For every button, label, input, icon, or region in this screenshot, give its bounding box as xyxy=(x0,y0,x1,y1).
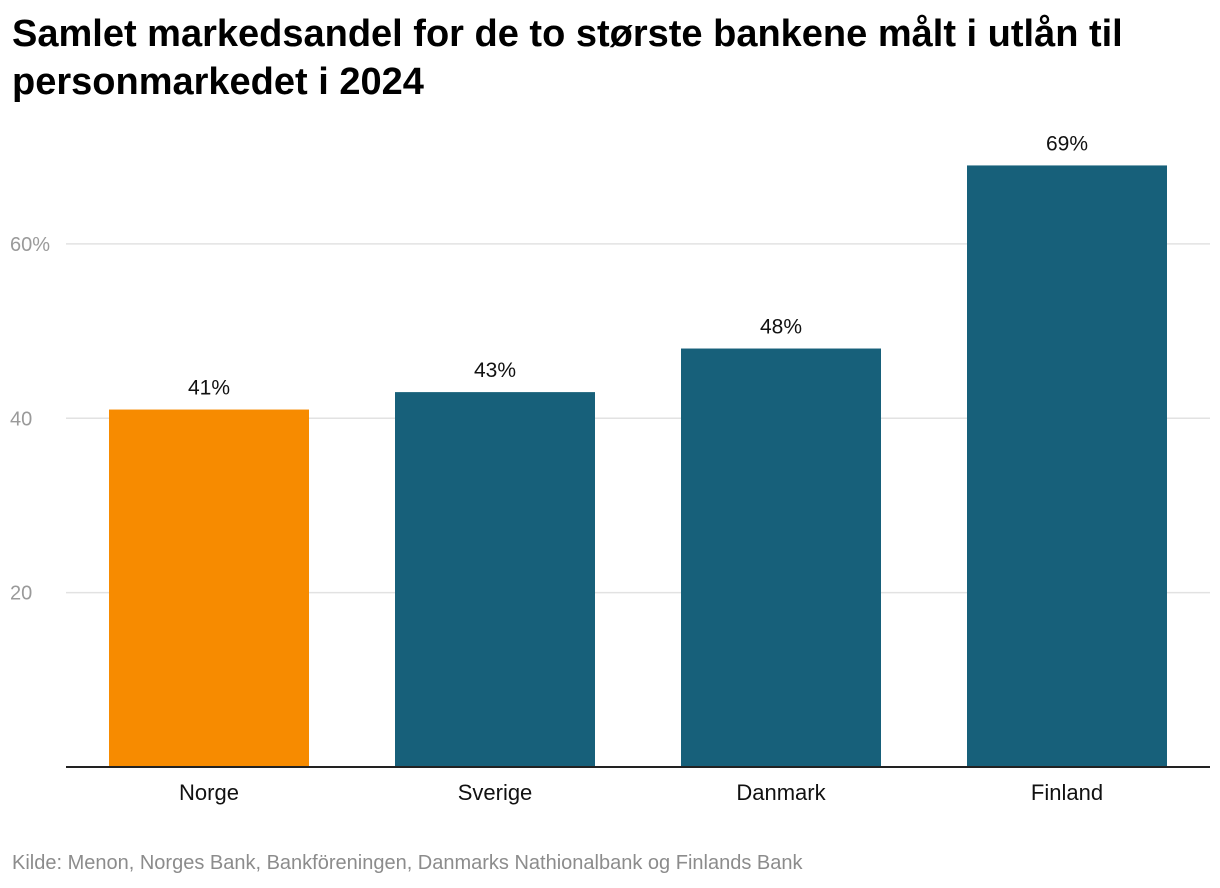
value-label-sverige: 43% xyxy=(474,359,516,382)
value-label-finland: 69% xyxy=(1046,132,1088,155)
category-label-danmark: Danmark xyxy=(736,780,826,805)
value-label-danmark: 48% xyxy=(760,316,802,339)
category-label-sverige: Sverige xyxy=(458,780,533,805)
x-axis-labels: Norge Sverige Danmark Finland xyxy=(179,780,1103,805)
y-tick-label: 60% xyxy=(10,234,50,256)
value-labels: 41% 43% 48% 69% xyxy=(188,132,1088,399)
bar-finland xyxy=(967,165,1167,767)
y-tick-label: 40 xyxy=(10,408,32,430)
value-label-norge: 41% xyxy=(188,377,230,400)
chart-title: Samlet markedsandel for de to største ba… xyxy=(12,13,1123,103)
category-label-norge: Norge xyxy=(179,780,239,805)
bars xyxy=(109,165,1167,767)
y-tick-label: 20 xyxy=(10,583,32,605)
bar-danmark xyxy=(681,348,881,767)
bar-norge xyxy=(109,409,309,767)
category-label-finland: Finland xyxy=(1031,780,1103,805)
y-axis-ticks: 20 40 60% xyxy=(10,234,50,605)
source-note: Kilde: Menon, Norges Bank, Bankföreninge… xyxy=(12,852,803,874)
bar-sverige xyxy=(395,392,595,767)
